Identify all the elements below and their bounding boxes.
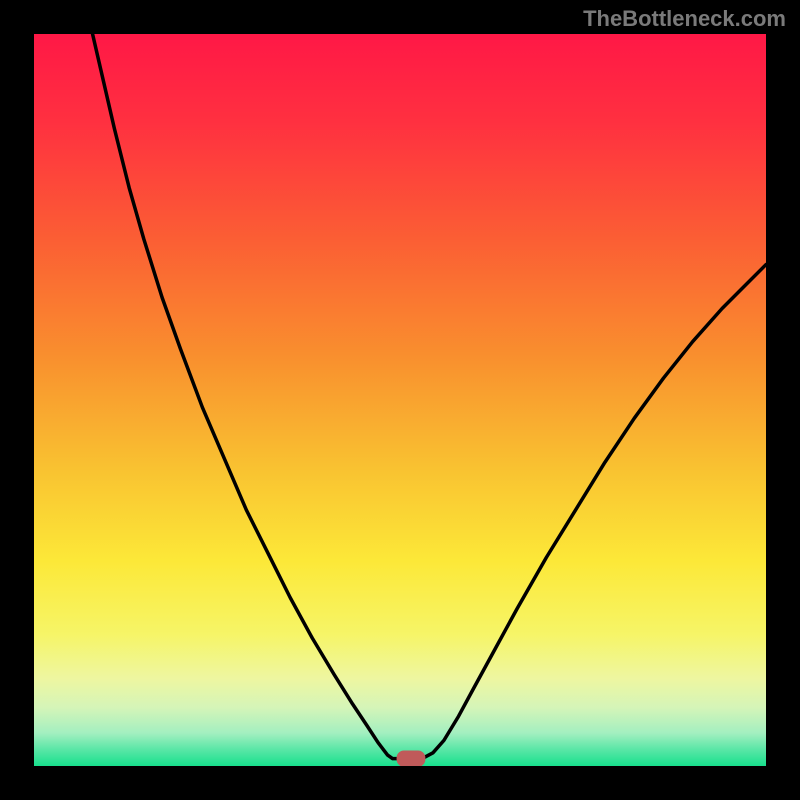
plot-area	[34, 34, 766, 766]
chart-background	[34, 34, 766, 766]
chart-svg	[34, 34, 766, 766]
watermark-text: TheBottleneck.com	[583, 6, 786, 32]
optimal-marker	[397, 751, 425, 766]
